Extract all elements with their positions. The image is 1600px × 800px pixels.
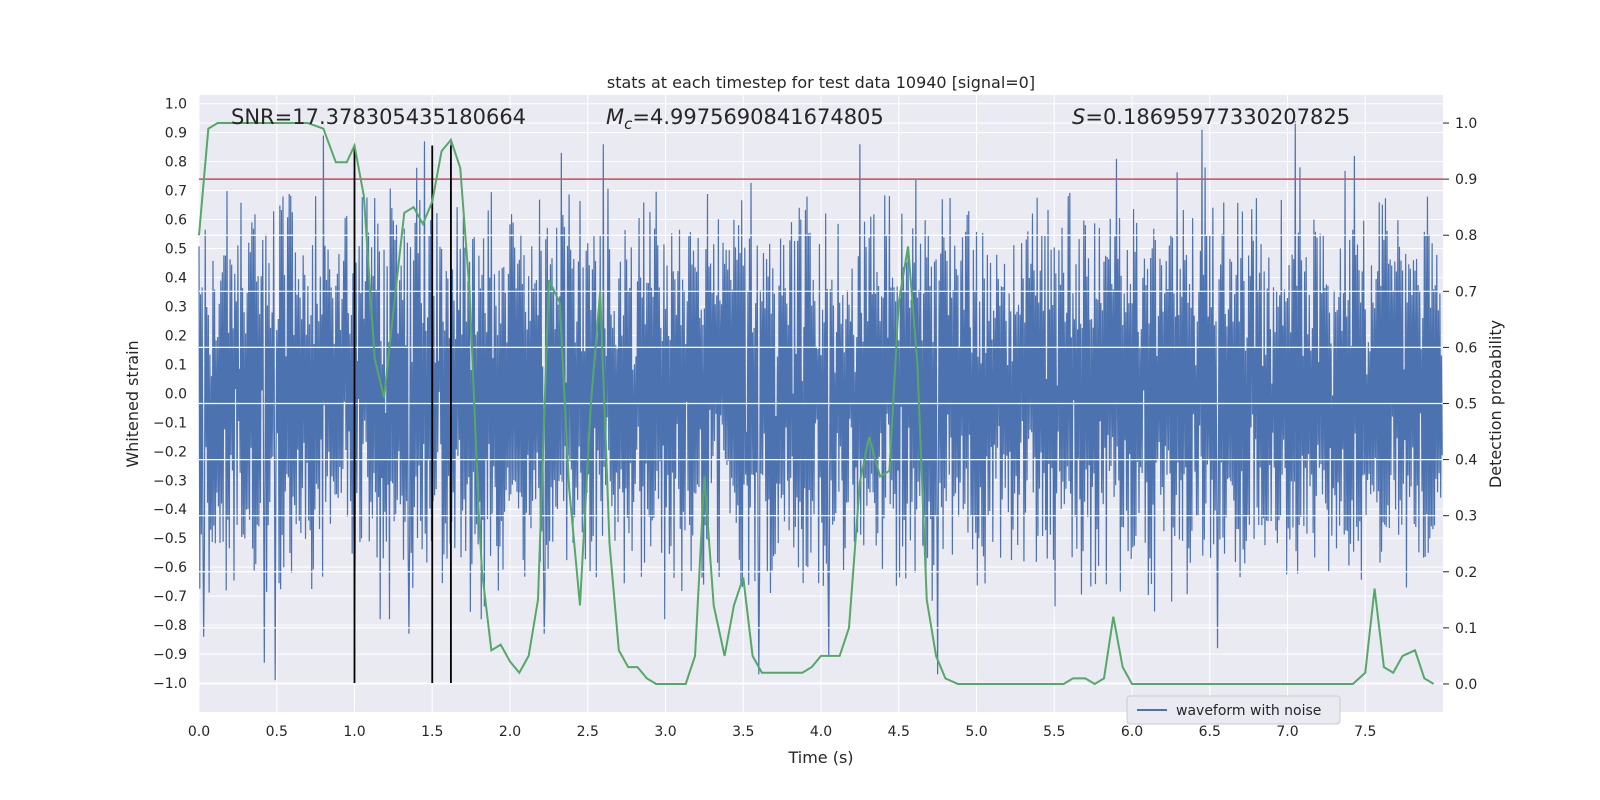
waveform-series <box>198 121 1443 681</box>
y-left-tick-label: 0.4 <box>165 270 187 286</box>
chirp-mass-subscript: c <box>624 115 633 133</box>
y-right-tick-label: 0.3 <box>1455 509 1477 525</box>
s-value: =0.18695977330207825 <box>1085 105 1350 129</box>
y-left-axis-label: Whitened strain <box>123 340 142 467</box>
y-left-tick-label: −0.3 <box>153 473 187 489</box>
x-tick-label: 1.5 <box>421 724 443 740</box>
x-tick-label: 7.5 <box>1354 724 1376 740</box>
y-right-tick-label: 0.9 <box>1455 172 1477 188</box>
waveform-line <box>198 121 1443 681</box>
right-axis-grid <box>199 122 1443 685</box>
legend-box <box>1126 695 1341 725</box>
y-left-tick-label: −0.1 <box>153 415 187 431</box>
y-left-tick-label: −0.8 <box>153 618 187 634</box>
x-axis-ticks: 0.0 0.5 1.0 1.5 2.0 2.5 3.0 3.5 4.0 4.5 5.0 5.5 6.0 6… <box>188 724 1377 740</box>
x-tick-label: 1.0 <box>343 724 365 740</box>
probability-series <box>198 122 1435 686</box>
y-left-tick-label: 0.5 <box>165 242 187 258</box>
y-left-tick-label: 0.7 <box>165 184 187 200</box>
y-left-tick-label: 0.9 <box>165 126 187 142</box>
y-left-tick-label: 0.8 <box>165 155 187 171</box>
chirp-mass-annotation: Mc=4.9975690841674805 <box>606 105 884 133</box>
y-left-tick-label: −0.5 <box>153 531 187 547</box>
x-tick-label: 4.0 <box>810 724 832 740</box>
y-left-tick-label: −0.4 <box>153 502 187 518</box>
chirp-mass-symbol: M <box>606 105 624 129</box>
x-tick-label: 5.0 <box>965 724 987 740</box>
x-tick-label: 4.5 <box>888 724 910 740</box>
x-tick-label: 5.5 <box>1043 724 1065 740</box>
vertical-markers <box>353 145 452 684</box>
x-tick-label: 2.0 <box>499 724 521 740</box>
snr-annotation: SNR=17.378305435180664 <box>231 105 526 129</box>
legend-label-waveform: waveform with noise <box>1176 703 1321 719</box>
y-left-tick-label: 0.2 <box>165 328 187 344</box>
y-right-tick-label: 0.2 <box>1455 565 1477 581</box>
y-right-tick-label: 0.7 <box>1455 284 1477 300</box>
y-left-axis-ticks: 1.0 0.9 0.8 0.7 0.6 0.5 0.4 0.3 0.2 0.1 0.0 −0.1 −0.… <box>153 97 187 692</box>
y-left-tick-label: 0.6 <box>165 213 187 229</box>
x-tick-label: 6.5 <box>1199 724 1221 740</box>
x-tick-label: 0.5 <box>266 724 288 740</box>
y-right-axis-label: Detection probability <box>1486 320 1505 488</box>
s-symbol: S <box>1072 105 1085 129</box>
y-right-tick-label: 1.0 <box>1455 116 1477 132</box>
chart-title: stats at each timestep for test data 109… <box>607 73 1035 92</box>
probability-line <box>198 122 1435 686</box>
y-left-tick-label: −0.7 <box>153 589 187 605</box>
x-tick-label: 3.0 <box>654 724 676 740</box>
y-left-tick-label: −0.6 <box>153 560 187 576</box>
x-tick-label: 3.5 <box>732 724 754 740</box>
legend: waveform with noise <box>1126 695 1341 725</box>
x-tick-label: 7.0 <box>1276 724 1298 740</box>
y-left-tick-label: 0.0 <box>165 386 187 402</box>
y-left-tick-label: 0.3 <box>165 299 187 315</box>
x-tick-label: 6.0 <box>1121 724 1143 740</box>
y-left-tick-label: −0.9 <box>153 647 187 663</box>
y-left-tick-label: −0.2 <box>153 444 187 460</box>
y-right-tick-label: 0.6 <box>1455 340 1477 356</box>
x-tick-label: 2.5 <box>577 724 599 740</box>
y-right-axis-ticks: 1.0 0.9 0.8 0.7 0.6 0.5 0.4 0.3 0.2 0.1 0.0 <box>1443 116 1477 693</box>
s-annotation: S=0.18695977330207825 <box>1072 105 1350 129</box>
y-left-tick-label: −1.0 <box>153 676 187 692</box>
y-left-tick-label: 1.0 <box>165 97 187 113</box>
y-right-tick-label: 0.5 <box>1455 397 1477 413</box>
x-tick-label: 0.0 <box>188 724 210 740</box>
y-right-tick-label: 0.8 <box>1455 228 1477 244</box>
y-left-tick-label: 0.1 <box>165 357 187 373</box>
chirp-mass-value: =4.9975690841674805 <box>632 105 883 129</box>
y-right-tick-label: 0.0 <box>1455 677 1477 693</box>
y-right-tick-label: 0.4 <box>1455 453 1477 469</box>
x-axis-label: Time (s) <box>787 748 853 767</box>
y-right-tick-label: 0.1 <box>1455 621 1477 637</box>
